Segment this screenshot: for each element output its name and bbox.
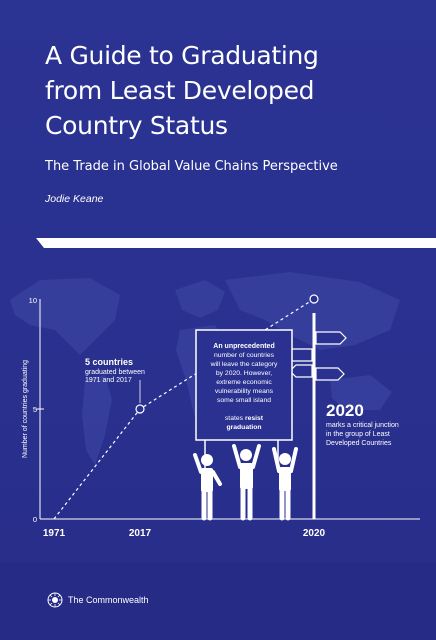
data-point	[309, 294, 319, 304]
protest-sign: An unprecedented number of countries wil…	[195, 329, 293, 468]
sign-text-line: by 2020. However,	[216, 370, 272, 377]
commonwealth-logo-icon	[47, 592, 63, 608]
sign-text-line: extreme economic	[216, 379, 272, 386]
y-axis-label: Number of countries graduating	[22, 360, 29, 458]
annotation-2020-line: Developed Countries	[326, 440, 392, 447]
title-line: from Least Developed	[45, 76, 315, 105]
annotation-2020-year: 2020	[326, 401, 364, 420]
annotation-2017-line: graduated between	[85, 369, 145, 376]
sign-text-fragment: resist	[245, 415, 264, 422]
x-tick-label: 1971	[43, 528, 66, 539]
book-subtitle: The Trade in Global Value Chains Perspec…	[45, 159, 338, 174]
title-divider	[36, 238, 436, 248]
annotation-2020: 2020 marks a critical junction in the gr…	[326, 401, 399, 447]
x-axis: 1971 2017 2020	[40, 518, 420, 539]
title-line: Country Status	[45, 111, 228, 140]
annotation-2017-bold: 5 countries	[85, 357, 133, 367]
graduation-chart: 10 5 0 Number of countries graduating 19…	[10, 272, 420, 539]
sign-text-line: states resist	[225, 415, 264, 422]
title-line: A Guide to Graduating	[45, 41, 319, 70]
y-tick-label: 5	[33, 405, 37, 414]
x-tick-label: 2017	[129, 528, 152, 539]
sign-text-fragment: states	[225, 415, 245, 422]
sign-text-line: vulnerability means	[215, 388, 274, 395]
annotation-2020-line: marks a critical junction	[326, 422, 399, 429]
protester-icon	[193, 453, 222, 521]
sign-text-line: some small island	[217, 397, 271, 404]
x-tick-label: 2020	[303, 528, 326, 539]
y-axis: 10 5 0 Number of countries graduating	[22, 296, 44, 524]
author-name: Jodie Keane	[45, 193, 104, 205]
publisher-name: The Commonwealth	[68, 595, 149, 605]
protester-icon	[272, 447, 298, 521]
protester-icon	[232, 444, 261, 521]
book-title: A Guide to Graduating from Least Develop…	[45, 38, 415, 143]
sign-text-bold: An unprecedented	[213, 343, 274, 350]
annotation-2020-line: in the group of Least	[326, 431, 390, 438]
annotation-2017-line: 1971 and 2017	[85, 377, 132, 384]
footer-band	[0, 562, 436, 640]
data-point	[135, 404, 145, 414]
sign-text-bold: graduation	[226, 424, 261, 431]
y-tick-label: 10	[29, 296, 37, 305]
sign-text-line: will leave the category	[210, 361, 278, 368]
y-tick-label: 0	[33, 515, 37, 524]
sign-text-line: number of countries	[214, 352, 275, 359]
annotation-2017: 5 countries graduated between 1971 and 2…	[85, 357, 145, 403]
